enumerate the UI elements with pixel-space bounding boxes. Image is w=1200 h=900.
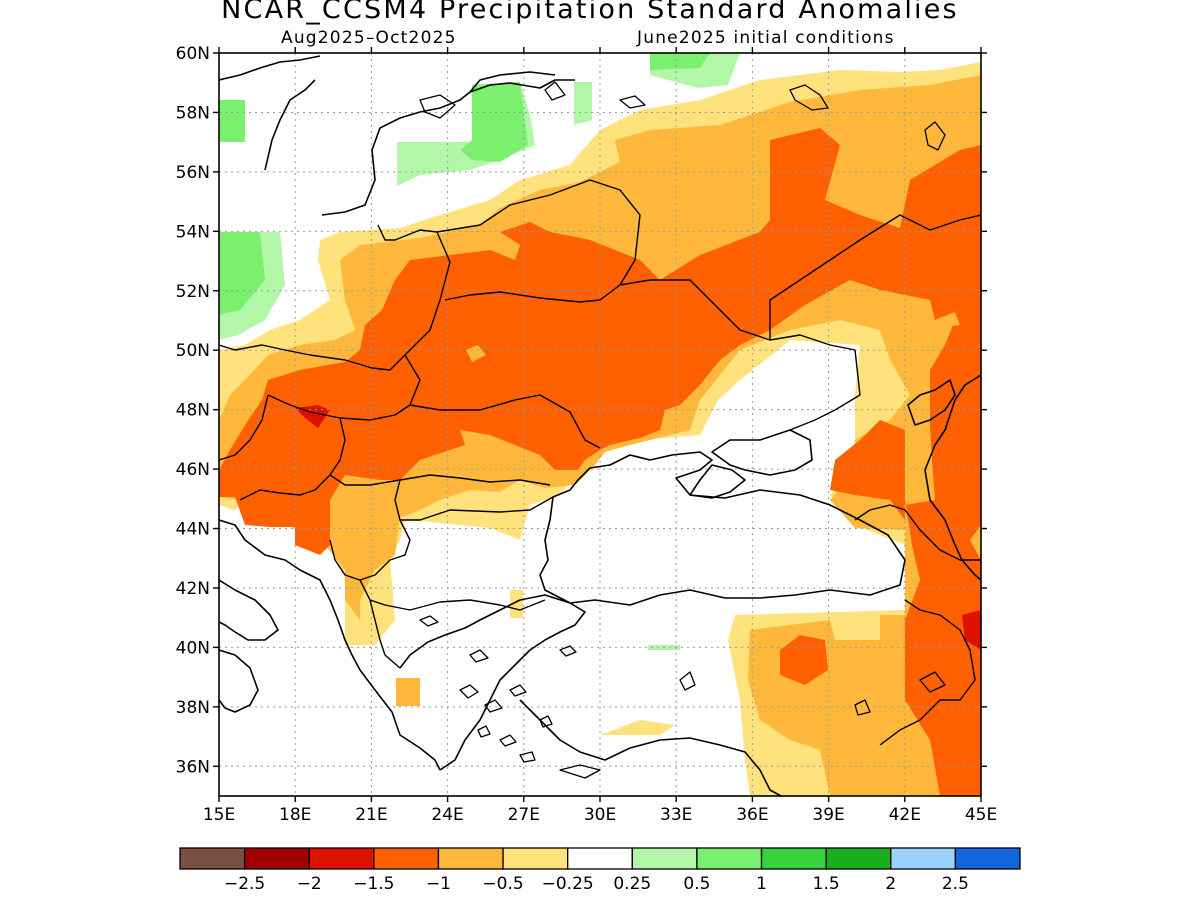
- colorbar-label: 1: [756, 874, 767, 894]
- colorbar-swatch: [760, 847, 827, 870]
- colorbar-label: 0.25: [613, 874, 651, 894]
- axis-ticks: [213, 47, 987, 802]
- lon-tick-label: 21E: [355, 805, 387, 825]
- lat-tick-label: 52N: [176, 282, 210, 302]
- lon-tick-label: 39E: [812, 805, 844, 825]
- aegean-islands: [419, 615, 696, 779]
- anomaly-band-very-strong-dry: [295, 405, 330, 428]
- lon-tick-label: 36E: [736, 805, 768, 825]
- colorbar-swatch: [243, 847, 310, 870]
- sea-of-azov-coastline: [711, 429, 813, 476]
- colorbar-label: 1.5: [813, 874, 840, 894]
- lat-tick-label: 60N: [176, 44, 210, 64]
- longitude-labels: 15E 18E 21E 24E 27E 30E 33E 36E 39E 42E 45E: [203, 805, 997, 825]
- colorbar-swatch: [631, 847, 698, 870]
- anomaly-band-weak-dry: [510, 590, 523, 618]
- lon-tick-label: 18E: [279, 805, 311, 825]
- anomaly-band-strong-dry: [219, 128, 981, 796]
- national-borders: [219, 179, 981, 746]
- caspian-north-coastline: [907, 379, 956, 426]
- colorbar-swatch: [696, 847, 763, 870]
- colorbar-label: −2: [297, 874, 322, 894]
- italy-east-coastline: [219, 579, 279, 641]
- colorbar-swatch: [567, 847, 633, 870]
- anomaly-band-very-strong-dry: [962, 610, 981, 650]
- lat-tick-label: 40N: [176, 638, 210, 658]
- lat-tick-label: 44N: [176, 520, 210, 540]
- baltic-coastline: [321, 71, 556, 216]
- colorbar-swatch: [373, 847, 440, 870]
- colorbar-label: −0.25: [542, 874, 594, 894]
- scandinavia-coastline: [219, 55, 321, 171]
- anomaly-band-moderate-dry: [935, 312, 960, 328]
- initial-conditions: June2025 initial conditions: [637, 28, 895, 48]
- colorbar-swatch: [502, 847, 569, 870]
- gulf-of-finland-coastline: [469, 79, 575, 93]
- anomaly-band-weak-wet: [574, 82, 592, 125]
- aegean-coastline: [399, 594, 586, 771]
- lat-tick-label: 58N: [176, 103, 210, 123]
- lat-tick-label: 38N: [176, 698, 210, 718]
- lat-tick-label: 42N: [176, 579, 210, 599]
- lon-tick-label: 33E: [660, 805, 692, 825]
- lon-tick-label: 30E: [584, 805, 616, 825]
- lakes: [419, 81, 946, 716]
- anomaly-band-moderate-wet: [650, 53, 710, 70]
- colorbar-label: −1.5: [353, 874, 394, 894]
- colorbar-label: −0.5: [482, 874, 523, 894]
- anomaly-band-moderate-wet: [219, 232, 265, 315]
- colorbar-labels: −2.5 −2 −1.5 −1 −0.5 −0.25 0.25 0.5 1 1.5 2 2.5: [224, 874, 969, 894]
- colorbar-swatch: [825, 847, 892, 870]
- lat-tick-label: 48N: [176, 401, 210, 421]
- anomaly-band-moderate-wet: [219, 100, 245, 142]
- lat-tick-label: 50N: [176, 341, 210, 361]
- anomaly-band-moderate-wet: [460, 82, 528, 162]
- map-title: NCAR_CCSM4 Precipitation Standard Anomal…: [221, 0, 959, 25]
- italy-heel-coastline: [219, 649, 259, 713]
- colorbar-swatch: [179, 847, 246, 870]
- lon-tick-label: 42E: [889, 805, 921, 825]
- lon-tick-label: 24E: [431, 805, 463, 825]
- colorbar-swatch: [437, 847, 504, 870]
- map-gridlines: [219, 53, 981, 796]
- coastlines-and-borders: [219, 55, 981, 796]
- lon-tick-label: 27E: [508, 805, 540, 825]
- anomaly-band-moderate-dry: [466, 345, 486, 362]
- anomaly-band-moderate-dry: [396, 678, 420, 706]
- colorbar-label: 2: [885, 874, 896, 894]
- latitude-labels: 36N 38N 40N 42N 44N 46N 48N 50N 52N 54N 56N 58N 60N: [176, 44, 210, 777]
- anomaly-shading: [219, 53, 981, 796]
- colorbar-swatch: [890, 847, 957, 870]
- anatolia-south-coastline: [519, 699, 782, 796]
- colorbar-label: 2.5: [942, 874, 969, 894]
- balkan-adriatic-coastline: [219, 519, 441, 771]
- colorbar-label: −2.5: [224, 874, 265, 894]
- lat-tick-label: 54N: [176, 222, 210, 242]
- lat-tick-label: 56N: [176, 163, 210, 183]
- colorbar-label: 0.5: [683, 874, 710, 894]
- anomaly-band-strong-dry: [780, 635, 828, 685]
- crimea-coastline: [689, 464, 746, 499]
- anomaly-band-weak-dry: [600, 720, 675, 735]
- lon-tick-label: 45E: [965, 805, 997, 825]
- caspian-sea-coastline: [924, 374, 981, 581]
- colorbar-swatch: [954, 847, 1021, 870]
- lat-tick-label: 36N: [176, 757, 210, 777]
- lat-tick-label: 46N: [176, 460, 210, 480]
- colorbar: [179, 847, 1021, 870]
- forecast-period: Aug2025–Oct2025: [281, 28, 457, 48]
- lon-tick-label: 15E: [203, 805, 235, 825]
- colorbar-label: −1: [426, 874, 451, 894]
- colorbar-swatch: [308, 847, 375, 870]
